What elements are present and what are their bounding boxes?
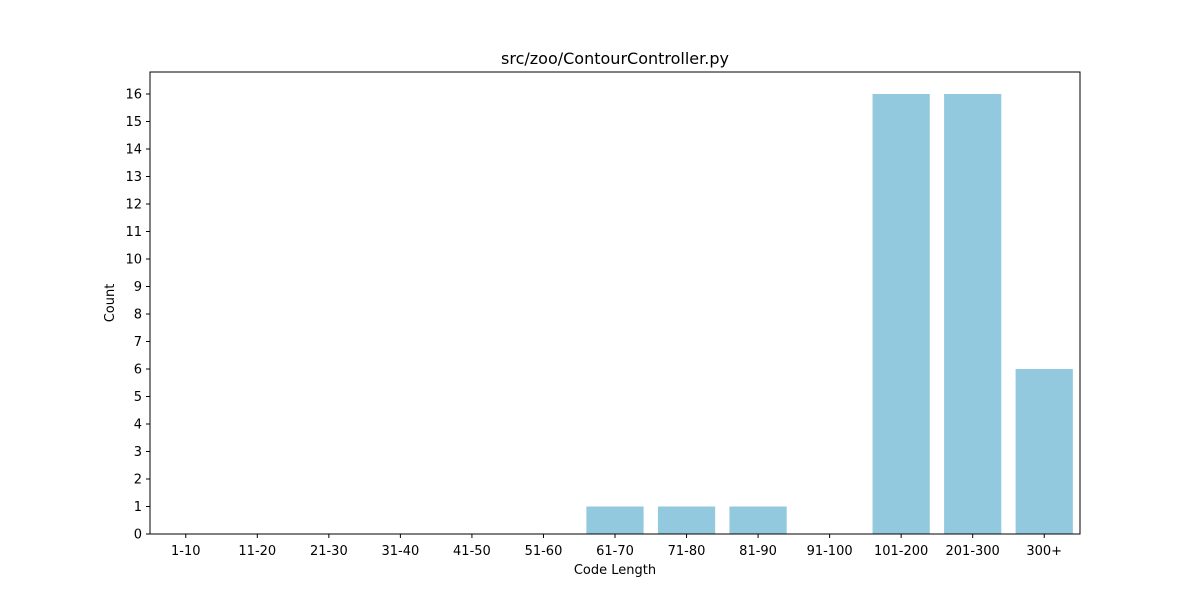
x-tick-label: 61-70 — [596, 544, 634, 559]
y-axis-label: Count — [103, 284, 118, 323]
x-tick-label: 51-60 — [525, 544, 563, 559]
x-tick-label: 11-20 — [238, 544, 276, 559]
y-tick-label: 16 — [125, 88, 142, 103]
plot-area-frame — [149, 71, 1081, 535]
bar-71-80 — [657, 506, 716, 534]
bar-201-300 — [944, 94, 1002, 534]
x-tick-label: 201-300 — [946, 544, 1000, 559]
y-tick-label: 11 — [125, 225, 142, 240]
chart-title: src/zoo/ContourController.py — [501, 49, 729, 68]
bar-81-90 — [729, 506, 787, 534]
x-tick-label: 91-100 — [807, 544, 853, 559]
y-tick-label: 7 — [134, 335, 142, 350]
y-tick-label: 10 — [125, 253, 142, 268]
y-tick-label: 1 — [134, 500, 142, 515]
y-tick-label: 15 — [125, 115, 142, 130]
x-axis: 1-10 11-20 21-30 31-40 41-50 51-60 61-70 71-80 8… — [171, 534, 1062, 559]
x-tick-label: 31-40 — [381, 544, 419, 559]
y-tick-label: 13 — [125, 170, 142, 185]
y-tick-label: 2 — [134, 473, 142, 488]
x-tick-label: 71-80 — [668, 544, 706, 559]
x-tick-label: 41-50 — [453, 544, 491, 559]
bar-61-70 — [586, 506, 644, 534]
y-tick-label: 9 — [134, 280, 142, 295]
bar-300+ — [1015, 369, 1073, 534]
y-tick-label: 6 — [134, 363, 142, 378]
x-tick-label: 101-200 — [874, 544, 928, 559]
bar-101-200 — [872, 94, 930, 534]
bars-group — [586, 94, 1073, 534]
x-tick-label: 300+ — [1026, 544, 1062, 559]
y-tick-label: 8 — [134, 308, 142, 323]
y-tick-label: 0 — [134, 528, 142, 543]
y-tick-label: 4 — [134, 418, 142, 433]
x-tick-label: 81-90 — [739, 544, 777, 559]
y-tick-label: 12 — [125, 198, 142, 213]
y-tick-label: 5 — [134, 390, 142, 405]
y-tick-label: 14 — [125, 143, 142, 158]
x-tick-label: 1-10 — [171, 544, 201, 559]
y-tick-label: 3 — [134, 445, 142, 460]
x-axis-label: Code Length — [574, 563, 656, 578]
x-tick-label: 21-30 — [310, 544, 348, 559]
